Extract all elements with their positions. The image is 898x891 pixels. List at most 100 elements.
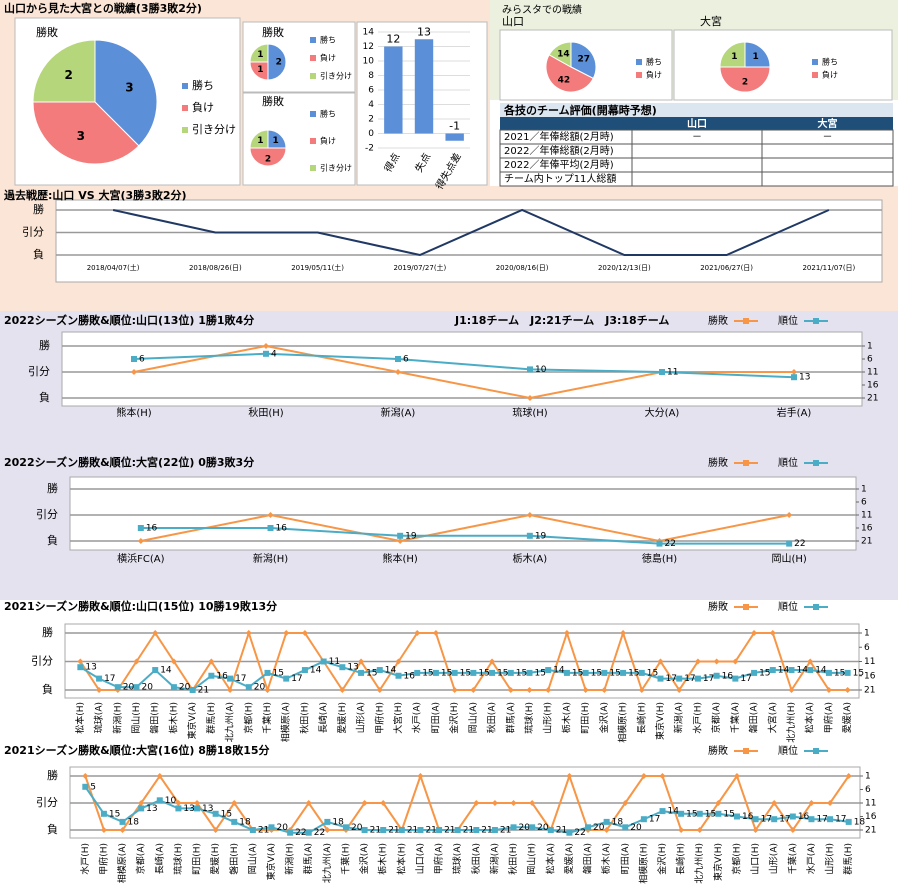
table-header-bg: [500, 117, 893, 130]
y2-tick-label: 11: [865, 799, 876, 809]
x-tick-label: 金沢(H): [656, 843, 668, 875]
rank-label: 17: [740, 674, 751, 684]
x-tick-label: 相模原(H): [617, 702, 629, 743]
y-tick-label: 8: [368, 71, 374, 81]
legend-swatch: [636, 59, 642, 65]
result-marker: [526, 687, 533, 693]
legend-label: 引き分け: [192, 122, 236, 136]
x-tick-label: 東京V(H): [712, 843, 724, 881]
x-tick-label: 松本(A): [804, 702, 816, 733]
result-marker: [175, 800, 182, 806]
rank-marker: [283, 675, 290, 682]
pie-slice: [719, 66, 771, 93]
result-marker: [659, 773, 666, 779]
rank-marker: [305, 829, 312, 836]
result-marker: [305, 800, 312, 806]
rank-label: 4: [271, 349, 277, 359]
rank-marker: [603, 818, 610, 825]
pie-label: 1: [273, 136, 279, 146]
rank-marker: [361, 827, 368, 833]
rank-marker: [380, 827, 387, 833]
result-marker: [283, 630, 290, 636]
chart-title: 2021シーズン勝敗&順位:山口(15位) 10勝19敗13分: [4, 599, 277, 613]
rank-marker: [791, 374, 797, 381]
chart-title: 2022シーズン勝敗&順位:山口(13位) 1勝1敗4分: [4, 313, 254, 327]
x-tick-label: 金沢(A): [598, 702, 610, 733]
y-tick-label: 引分: [22, 225, 44, 239]
x-tick-label: 愛媛(A): [563, 843, 575, 874]
y-tick-label: 4: [368, 100, 374, 110]
x-tick-label: 愛媛(H): [336, 702, 348, 734]
y2-tick-label: 1: [864, 629, 870, 639]
x-tick-label: 長崎(A): [317, 702, 329, 733]
rank-label: 18: [239, 817, 251, 827]
x-tick-label: 秋田(H): [507, 843, 519, 875]
x-tick-label: 松本(H): [74, 702, 86, 734]
rank-label: 14: [815, 666, 827, 676]
legend-label: 勝ち: [822, 57, 838, 67]
y2-tick-label: 1: [867, 342, 873, 352]
rank-label: 18: [128, 817, 140, 827]
rank-label: 15: [422, 668, 433, 678]
rank-label: 20: [351, 823, 363, 833]
result-marker: [694, 658, 701, 665]
rank-label: 15: [705, 809, 716, 819]
table-header: 山口: [687, 117, 707, 130]
result-marker: [380, 800, 387, 806]
rank-marker: [156, 797, 163, 804]
x-tick-label: 熊本(H): [383, 552, 418, 565]
y-tick-label: 勝: [33, 202, 44, 216]
x-tick-label: 磐田(A): [748, 702, 760, 733]
result-marker: [582, 687, 589, 693]
bar: [445, 133, 464, 141]
x-tick-label: 熊本(H): [116, 406, 151, 419]
rank-marker: [324, 818, 331, 825]
bar: [384, 46, 403, 134]
rank-label: 17: [104, 674, 115, 684]
rank-marker: [114, 684, 121, 691]
legend-label: 負け: [646, 70, 662, 80]
x-tick-label: 栃木(H): [377, 843, 389, 875]
legend-swatch: [310, 37, 316, 43]
x-tick-label: 長崎(A): [153, 843, 165, 874]
rank-label: 20: [593, 823, 605, 833]
x-tick-label: 新潟(H): [111, 702, 123, 734]
result-marker: [563, 630, 570, 636]
plot-box: [61, 331, 863, 407]
rank-marker: [249, 827, 256, 833]
rank-marker: [395, 356, 401, 362]
bar-label: 13: [417, 25, 431, 38]
rank-label: 15: [109, 809, 120, 819]
rank-label: 21: [463, 826, 474, 836]
rank-label: 15: [572, 668, 583, 678]
x-tick-label: 秋田(H): [248, 406, 283, 419]
table-cell: －: [823, 132, 833, 143]
rank-label: 14: [385, 666, 397, 676]
x-tick-label: 2018/04/07(土): [87, 263, 140, 272]
x-tick-label: 愛媛(A): [841, 702, 853, 733]
result-marker: [827, 800, 834, 806]
legend-label: 勝ち: [320, 109, 336, 119]
rank-marker: [659, 808, 666, 815]
x-tick-label: 水戸(H): [79, 843, 91, 875]
y2-tick-label: 16: [861, 524, 873, 534]
rank-marker: [342, 824, 349, 831]
x-tick-label: 京都(A): [710, 702, 722, 733]
rank-label: 21: [407, 826, 418, 836]
x-tick-label: 甲府(H): [97, 843, 109, 875]
rank-label: 18: [854, 817, 866, 827]
legend-marker: [813, 604, 819, 610]
bar-label: -1: [449, 120, 460, 133]
rank-marker: [526, 532, 533, 539]
stadium-title: みらスタでの戦績: [502, 3, 582, 16]
rank-label: 15: [497, 668, 508, 678]
rank-label: 10: [535, 365, 547, 375]
y2-tick-label: 21: [865, 826, 876, 836]
pie-label: 2: [265, 154, 271, 164]
line: [112, 208, 830, 257]
legend-label: 順位: [778, 314, 798, 327]
rank-marker: [231, 818, 238, 825]
plot-box: [55, 199, 883, 283]
legend-swatch: [812, 59, 818, 65]
x-tick-label: 愛媛(H): [209, 843, 221, 875]
